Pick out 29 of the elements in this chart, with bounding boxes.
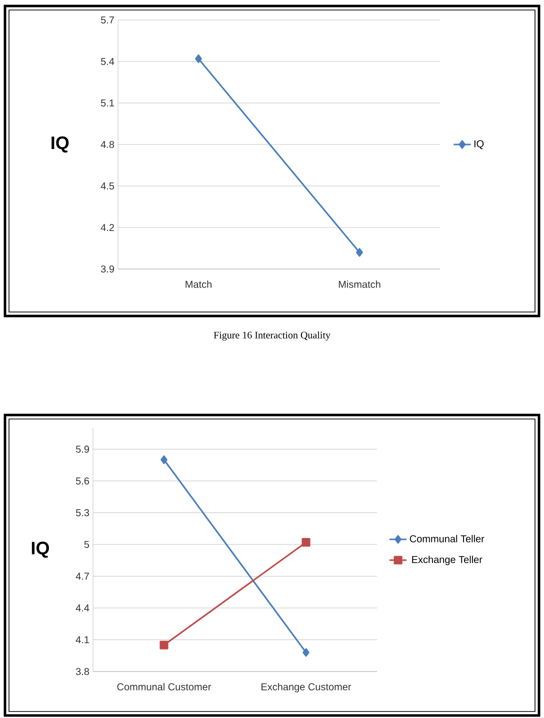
y-tick-label: 4.2 [100,224,114,231]
y-tick-label: 5 [84,540,90,548]
y-tick-label: 5.1 [100,100,114,106]
caption: Figure 16 Interaction Quality [214,331,330,341]
y-tick-label: 4.5 [100,182,114,190]
x-tick-label: Mismatch [338,280,380,288]
point [302,538,310,547]
x-tick-label: Communal Customer [117,683,212,690]
y-axis-title: IQ [32,542,49,558]
legend-label: Exchange Teller [412,556,482,566]
y-tick-label: 5.3 [76,509,90,516]
y-tick-label: 3.9 [100,265,114,273]
y-tick-label: 4.8 [100,140,114,148]
legend-label: IQ [474,140,484,150]
y-tick-label: 5.9 [76,446,89,453]
y-tick-label: 5.4 [100,58,114,65]
y-tick-label: 5.6 [76,477,90,484]
y-tick-label: 3.8 [76,668,90,676]
y-tick-label: 4.4 [76,604,90,612]
y-tick-label: 4.1 [76,636,89,644]
legend-label: Communal Teller [410,535,484,542]
point [302,648,310,657]
y-tick-label: 4.7 [76,572,89,580]
y-tick-label: 5.7 [100,16,114,24]
x-tick-label: Match [186,280,212,288]
y-axis-title: IQ [52,136,69,153]
point [160,455,168,464]
x-tick-label: Exchange Customer [262,683,352,692]
point [160,640,168,650]
